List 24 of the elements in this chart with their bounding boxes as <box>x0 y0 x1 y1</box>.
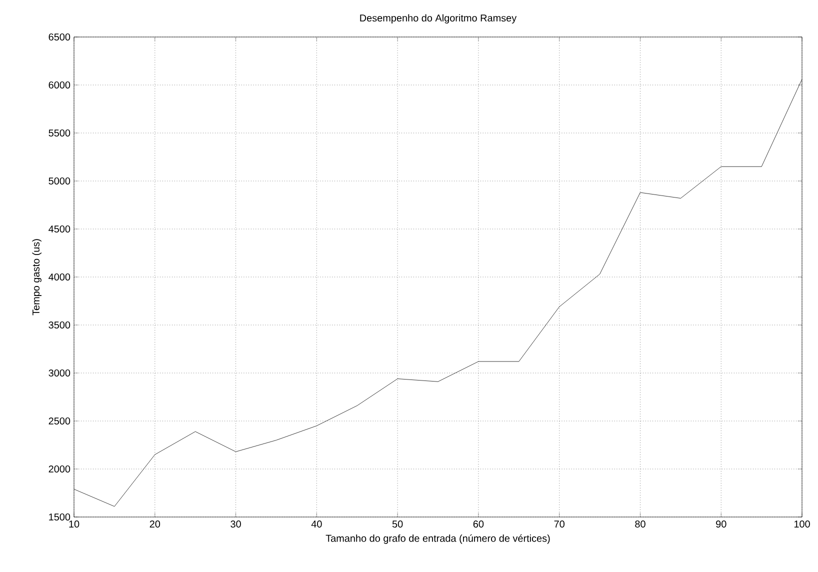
x-tick-label: 30 <box>230 520 241 528</box>
y-tick-label: 4500 <box>48 225 70 233</box>
x-axis-title: Tamanho do grafo de entrada (número de vértices) <box>326 534 550 544</box>
y-tick-label: 4000 <box>48 273 70 281</box>
x-tick-label: 10 <box>69 520 80 528</box>
x-tick-label: 20 <box>150 520 160 528</box>
y-tick-label: 1500 <box>49 513 70 521</box>
y-tick-label: 5000 <box>48 177 70 185</box>
y-tick-label: 2500 <box>48 417 70 425</box>
x-tick-label: 40 <box>311 520 322 528</box>
y-tick-label: 3000 <box>48 369 70 377</box>
x-tick-label: 90 <box>716 520 726 528</box>
x-tick-label: 70 <box>554 520 564 528</box>
x-tick-label: 80 <box>635 520 646 528</box>
chart-title: Desempenho do Algoritmo Ramsey <box>360 14 517 24</box>
x-tick-label: 100 <box>794 520 810 528</box>
y-tick-label: 6500 <box>48 33 70 41</box>
y-tick-label: 2000 <box>48 465 70 473</box>
y-tick-label: 3500 <box>48 321 70 329</box>
y-tick-label: 6000 <box>48 81 70 89</box>
x-tick-label: 50 <box>392 520 403 528</box>
y-axis-title: Tempo gasto (us) <box>32 239 42 316</box>
x-tick-label: 60 <box>473 520 484 528</box>
y-tick-label: 5500 <box>48 129 70 137</box>
